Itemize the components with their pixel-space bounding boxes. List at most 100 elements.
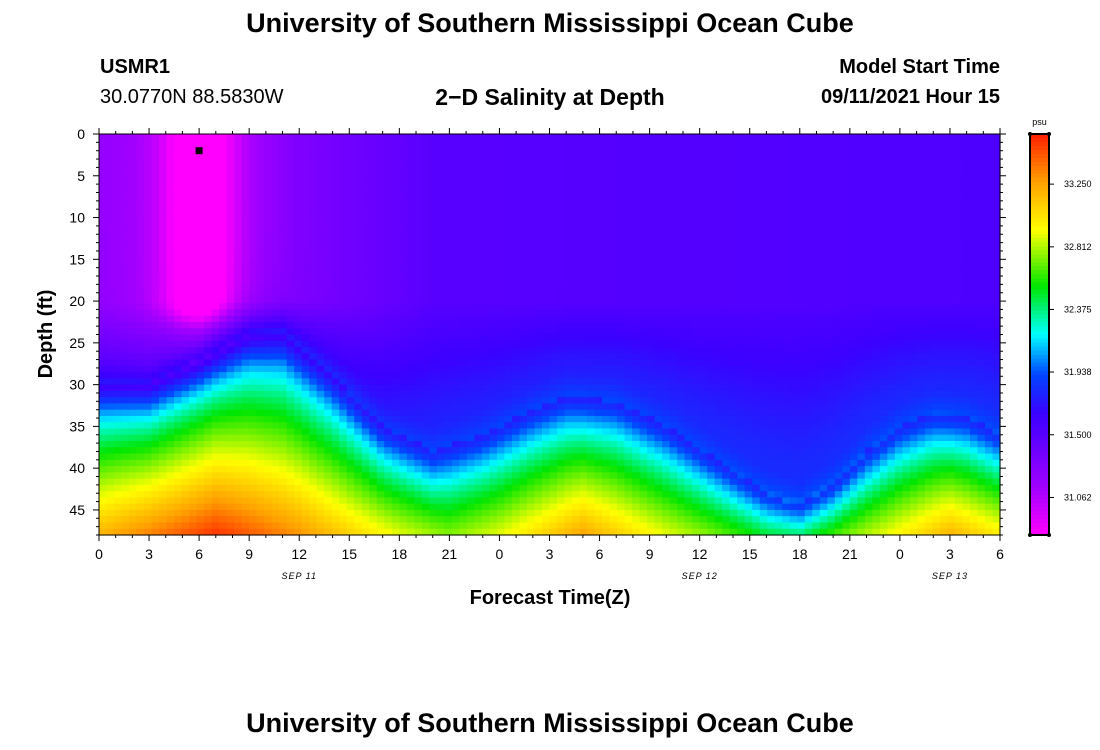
heatmap-cell [406,353,415,361]
heatmap-cell [639,453,648,461]
heatmap-cell [429,159,438,166]
heatmap-cell [391,409,400,417]
heatmap-cell [376,253,385,260]
heatmap-cell [466,497,476,505]
heatmap-cell [301,215,310,223]
heatmap-cell [369,422,378,430]
heatmap-cell [594,253,603,260]
heatmap-cell [406,403,415,411]
heatmap-cell [662,453,671,461]
heatmap-cell [144,152,153,160]
heatmap-cell [211,271,220,279]
heatmap-cell [309,434,318,442]
heatmap-cell [151,265,160,273]
heatmap-cell [271,497,280,505]
heatmap-cell [369,384,378,392]
heatmap-cell [219,403,228,411]
heatmap-cell [587,259,596,267]
heatmap-cell [286,359,295,367]
heatmap-cell [647,134,656,141]
heatmap-cell [632,246,641,254]
heatmap-cell [466,140,476,148]
heatmap-cell [526,441,536,448]
heatmap-cell [316,434,325,442]
heatmap-cell [294,453,303,461]
heatmap-cell [459,265,468,273]
heatmap-cell [526,434,536,442]
heatmap-cell [609,497,618,505]
heatmap-cell [339,428,348,436]
heatmap-cell [421,403,430,411]
heatmap-cell [526,415,536,423]
heatmap-cell [151,359,160,367]
heatmap-cell [549,516,558,524]
heatmap-cell [114,484,123,492]
heatmap-cell [294,522,303,530]
heatmap-cell [241,422,250,430]
heatmap-cell [301,365,310,373]
heatmap-cell [587,196,596,204]
heatmap-cell [654,321,663,329]
heatmap-cell [294,359,303,367]
heatmap-cell [399,434,408,442]
heatmap-cell [331,202,340,210]
heatmap-cell [144,472,153,480]
heatmap-cell [256,340,265,348]
heatmap-cell [279,171,288,179]
heatmap-cell [541,265,551,273]
heatmap-cell [519,146,528,154]
heatmap-cell [481,227,491,235]
heatmap-cell [136,334,145,342]
heatmap-cell [159,403,168,411]
heatmap-cell [414,296,423,304]
heatmap-cell [391,177,400,185]
heatmap-cell [572,315,581,323]
heatmap-cell [294,466,303,473]
heatmap-cell [414,353,423,361]
heatmap-cell [204,246,213,254]
heatmap-cell [429,409,438,417]
heatmap-cell [414,240,423,248]
heatmap-cell [399,253,408,260]
heatmap-cell [541,409,551,417]
heatmap-cell [414,290,423,298]
heatmap-cell [106,309,115,317]
heatmap-cell [549,202,558,210]
heatmap-cell [534,159,543,166]
heatmap-cell [294,372,303,379]
heatmap-cell [241,227,250,235]
heatmap-cell [466,528,476,536]
heatmap-cell [489,509,498,517]
heatmap-cell [639,215,648,223]
heatmap-cell [489,340,498,348]
heatmap-cell [346,334,355,342]
heatmap-cell [496,240,506,248]
heatmap-cell [519,497,528,505]
heatmap-cell [189,378,198,386]
heatmap-cell [429,509,438,517]
heatmap-cell [624,503,633,511]
heatmap-cell [106,378,115,386]
heatmap-cell [324,246,333,254]
heatmap-cell [669,215,678,223]
heatmap-cell [189,259,198,267]
heatmap-cell [279,503,288,511]
heatmap-cell [369,190,378,198]
heatmap-cell [414,227,423,235]
heatmap-cell [99,152,108,160]
heatmap-cell [444,347,453,354]
heatmap-cell [459,466,468,473]
heatmap-cell [677,265,686,273]
heatmap-cell [151,491,160,499]
heatmap-cell [129,196,138,204]
heatmap-cell [669,321,678,329]
heatmap-cell [256,146,265,154]
heatmap-cell [474,484,483,492]
heatmap-cell [339,278,348,285]
heatmap-cell [602,240,611,248]
heatmap-cell [286,478,295,486]
heatmap-cell [166,321,175,329]
model-start-time: 09/11/2021 Hour 15 [820,86,1000,108]
heatmap-cell [376,390,385,398]
heatmap-cell [474,152,483,160]
